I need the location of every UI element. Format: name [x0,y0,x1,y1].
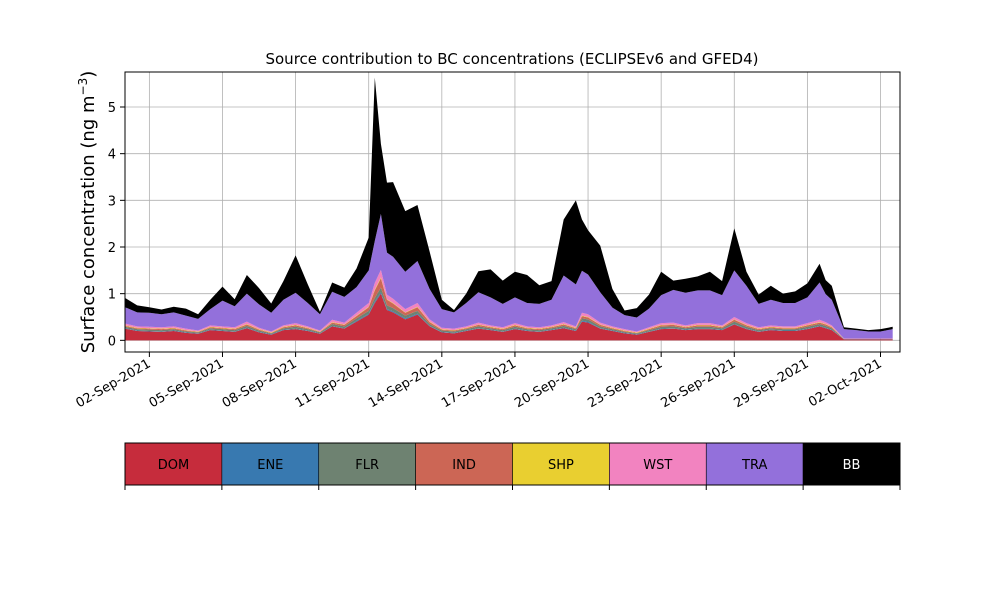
area-tra [125,213,893,339]
y-axis: 0 1 2 3 4 5 [108,101,125,349]
legend-label-ind: IND [452,458,476,473]
y-axis-label-exponent: −3 [76,78,90,96]
y-tick-label-2: 2 [108,241,116,256]
legend-label-flr: FLR [355,458,379,473]
legend-swatch-dom [124,442,223,486]
legend-swatch-tra [705,442,804,486]
area-bb [125,77,893,332]
stacked-areas [125,77,893,341]
legend-swatch-shp [512,442,610,486]
grid [125,72,900,352]
y-tick-label-1: 1 [108,288,116,303]
legend-label-ene: ENE [257,458,283,473]
legend: DOM ENE FLR IND SHP WST TRA BB [124,442,901,490]
y-axis-label-main: Surface concentration (ng m [78,95,99,353]
y-axis-label-close: ) [78,71,99,78]
area-dom [125,293,893,341]
area-flr [125,287,893,340]
y-tick-label-0: 0 [108,334,116,349]
legend-label-tra: TRA [741,458,767,473]
legend-label-bb: BB [843,458,861,473]
legend-label-wst: WST [643,458,672,473]
legend-label-dom: DOM [158,458,189,473]
y-tick-label-4: 4 [108,148,116,163]
plot-frame [124,71,901,353]
legend-frame [124,442,901,486]
y-axis-label: Surface concentration (ng m−3) [76,71,99,354]
legend-label-shp: SHP [548,458,574,473]
chart-title: Source contribution to BC concentrations… [265,50,758,68]
y-tick-label-5: 5 [108,101,116,116]
y-tick-label-3: 3 [108,194,116,209]
